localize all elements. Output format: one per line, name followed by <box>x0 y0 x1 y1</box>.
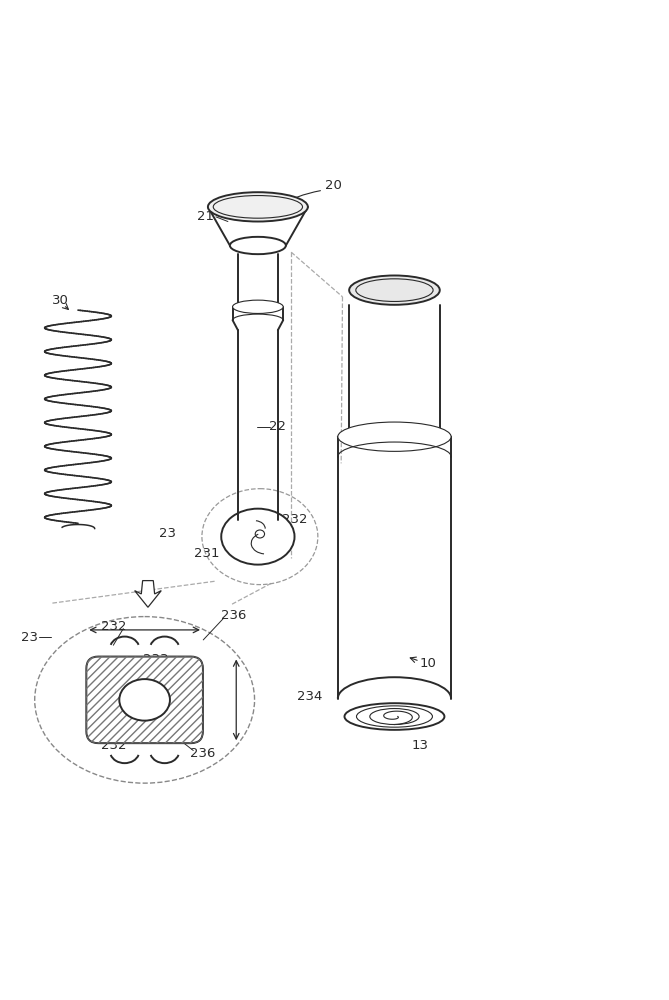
Ellipse shape <box>208 192 308 222</box>
Text: 232: 232 <box>100 620 126 633</box>
Text: 10: 10 <box>419 657 436 670</box>
Text: 231: 231 <box>194 547 219 560</box>
Text: 233: 233 <box>143 653 169 666</box>
Ellipse shape <box>230 237 286 254</box>
Ellipse shape <box>349 275 440 305</box>
Text: 234: 234 <box>296 690 322 703</box>
Ellipse shape <box>221 509 294 565</box>
Text: 231: 231 <box>128 693 154 706</box>
Text: 236: 236 <box>190 747 215 760</box>
Text: 236: 236 <box>221 609 246 622</box>
Text: 23: 23 <box>21 631 38 644</box>
FancyBboxPatch shape <box>86 657 203 743</box>
Text: 13: 13 <box>411 739 428 752</box>
Ellipse shape <box>233 300 283 313</box>
Ellipse shape <box>338 422 451 451</box>
Polygon shape <box>134 581 161 607</box>
Ellipse shape <box>119 679 170 721</box>
Text: 21: 21 <box>197 210 215 223</box>
Text: 30: 30 <box>52 294 68 307</box>
Text: 23: 23 <box>159 527 177 540</box>
Text: 232: 232 <box>100 739 126 752</box>
Text: 232: 232 <box>282 513 307 526</box>
Text: 22: 22 <box>270 420 286 433</box>
Text: 20: 20 <box>324 179 342 192</box>
